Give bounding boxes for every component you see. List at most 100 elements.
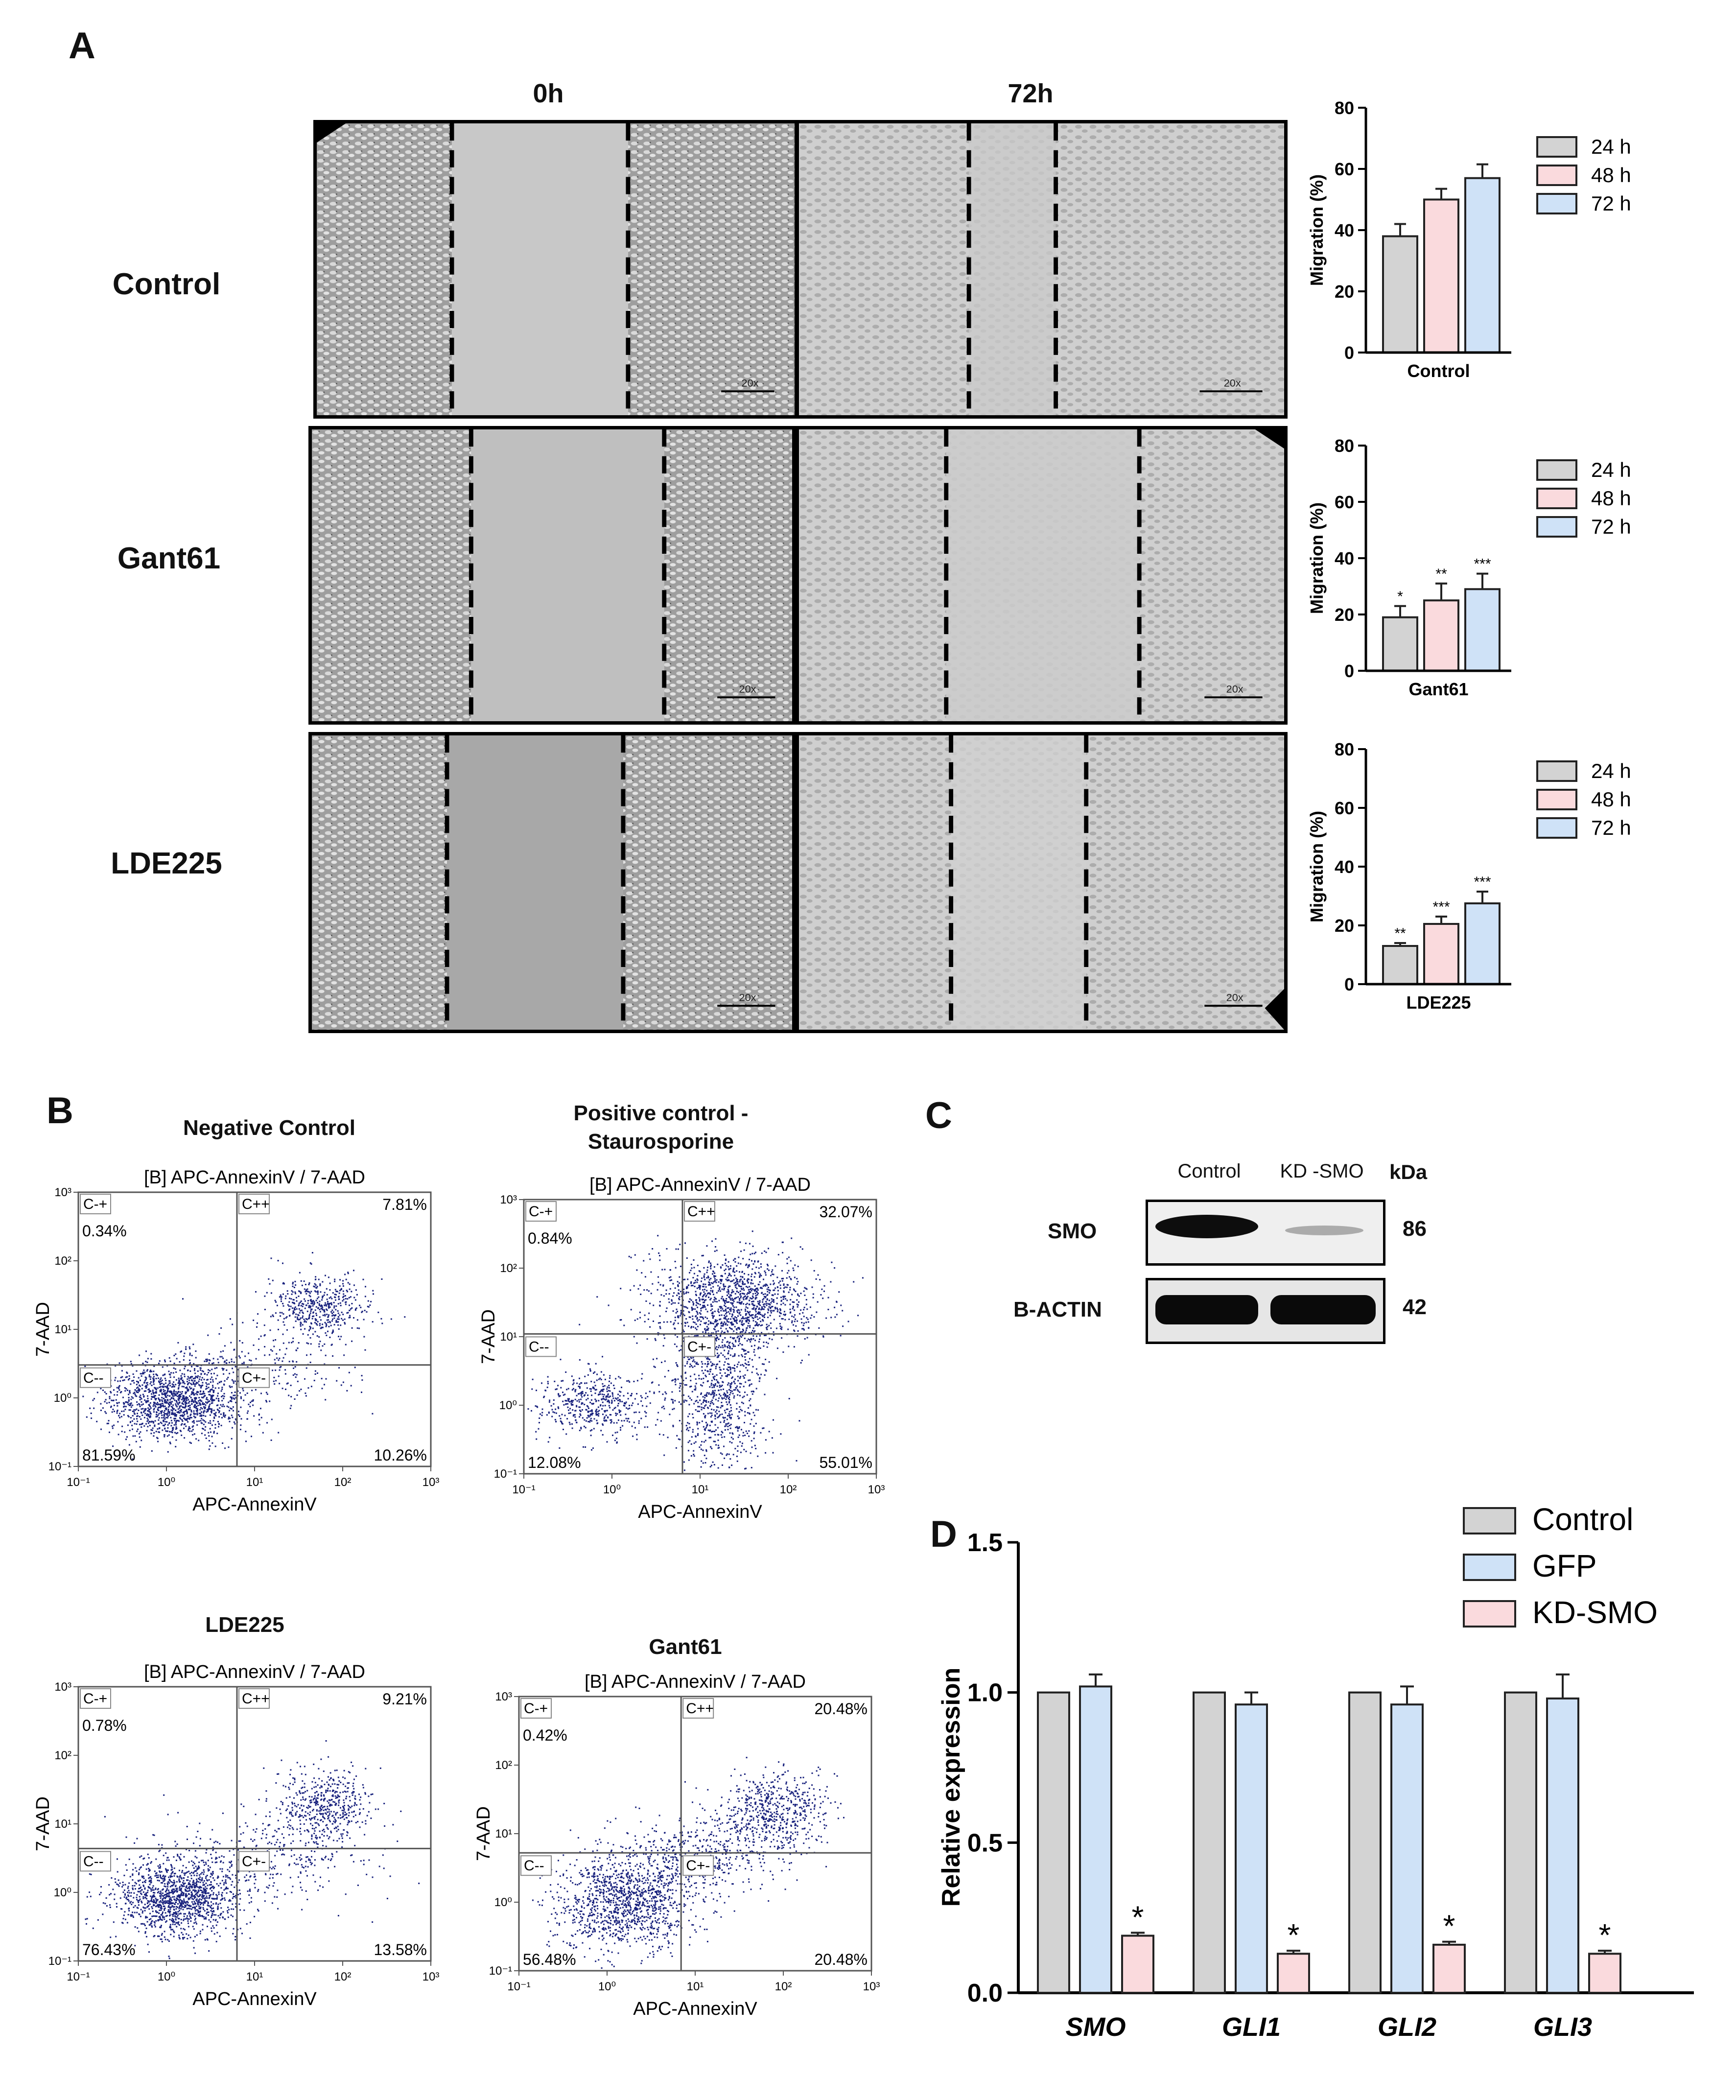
x-tick-label: 10⁰: [603, 1483, 621, 1496]
y-tick-label: 10¹: [500, 1330, 517, 1344]
x-category-label: GLI3: [1533, 2012, 1592, 2042]
quadrant-label-box: [238, 1367, 270, 1388]
significance-mark: **: [1435, 566, 1447, 582]
blot-strip-b-actin: [1146, 1278, 1385, 1344]
x-tick-label: 10¹: [687, 1980, 704, 1993]
flow-plot-negative-control: [B] APC-AnnexinV / 7-AAD C-+ C++ C-- C+- 0.34…: [33, 1167, 439, 1515]
x-axis-label: LDE225: [1406, 992, 1471, 1013]
flow-plot-frame: [518, 1696, 872, 1972]
quadrant-label-box: [80, 1367, 111, 1388]
y-tick-label: 80: [1335, 98, 1354, 118]
flow-plot-title: [B] APC-AnnexinV / 7-AAD: [585, 1672, 806, 1692]
y-tick-label: 20: [1335, 282, 1354, 302]
quadrant-label: C--: [524, 1858, 544, 1874]
flow-title-positive-control: Positive control - Staurosporine: [573, 1101, 749, 1154]
row-label-lde225: LDE225: [111, 847, 222, 880]
flow-dots: [527, 1230, 864, 1471]
y-tick-label: 1.0: [967, 1679, 1003, 1707]
bar-GLI2-Control: [1348, 1691, 1382, 1994]
bar-GLI3-GFP: [1546, 1697, 1579, 1994]
bar-GLI1-KD-SMO: [1277, 1953, 1310, 1994]
blot-strip-smo: [1146, 1200, 1385, 1266]
panel-c-letter: C: [925, 1095, 952, 1136]
legend-label: 72 h: [1591, 515, 1631, 538]
flow-title-gant61: Gant61: [649, 1635, 722, 1659]
quadrant-label: C++: [687, 1203, 715, 1220]
quadrant-percent-lower-right: 13.58%: [374, 1941, 427, 1958]
x-tick-label: 10²: [334, 1476, 352, 1489]
y-tick-label: 10⁰: [54, 1392, 71, 1405]
bar-SMO-GFP: [1079, 1685, 1112, 1994]
legend-label: 72 h: [1591, 192, 1631, 215]
y-tick-label: 80: [1335, 436, 1354, 456]
quadrant-percent-upper-left: 0.42%: [523, 1726, 567, 1744]
legend-swatch: [1536, 488, 1577, 509]
x-tick-label: 10¹: [246, 1970, 263, 1983]
flow-plot-frame: [77, 1191, 432, 1467]
quadrant-label-box: [525, 1201, 557, 1222]
legend-swatch: [1536, 516, 1577, 538]
lane-label-kd-smo: KD -SMO: [1280, 1160, 1364, 1182]
flow-dots: [532, 1757, 845, 1969]
y-tick-label: 80: [1335, 739, 1354, 759]
y-tick-label: 40: [1335, 220, 1354, 240]
x-axis-label: APC-AnnexinV: [192, 1494, 317, 1515]
quadrant-label: C+-: [686, 1858, 710, 1874]
western-blot: Control KD -SMO kDa SMO 86 B-ACTIN 42: [1013, 1160, 1444, 1346]
wound-image-lde225-72h: 20x: [796, 732, 1288, 1033]
quadrant-label-box: [682, 1855, 714, 1876]
bar-24h: [1382, 945, 1418, 985]
significance-mark: *: [1599, 1917, 1611, 1953]
legend-label: 24 h: [1591, 759, 1631, 782]
significance-mark: ***: [1474, 556, 1491, 572]
x-tick-label: 10¹: [692, 1483, 709, 1496]
y-tick-label: 10⁻¹: [489, 1964, 512, 1978]
quadrant-label: C++: [242, 1196, 270, 1212]
quadrant-percent-lower-left: 56.48%: [523, 1951, 576, 1968]
y-axis-label: 7-AAD: [473, 1806, 494, 1861]
legend-swatch: [1536, 459, 1577, 481]
significance-mark: *: [1397, 589, 1403, 605]
x-tick-label: 10¹: [246, 1476, 263, 1489]
quadrant-label: C+-: [242, 1853, 266, 1869]
quadrant-label: C+-: [242, 1370, 266, 1386]
y-tick-label: 10⁻¹: [48, 1955, 71, 1968]
y-tick-label: 0.5: [967, 1829, 1003, 1857]
legend-swatch: [1536, 817, 1577, 839]
panel-b-letter: B: [47, 1090, 73, 1132]
significance-mark: ***: [1432, 899, 1450, 915]
y-tick-label: 0: [1344, 661, 1354, 681]
y-tick-label: 10¹: [54, 1323, 71, 1336]
quadrant-label-box: [525, 1336, 557, 1357]
y-tick-label: 10⁰: [494, 1896, 512, 1909]
x-tick-label: 10²: [334, 1970, 352, 1983]
flow-plot-frame: [77, 1686, 432, 1962]
wound-image-control-72h: 20x: [796, 120, 1288, 419]
y-tick-label: 20: [1335, 916, 1354, 936]
quadrant-label-box: [520, 1698, 552, 1719]
blot-kda-42: 42: [1403, 1295, 1427, 1319]
y-tick-label: 10²: [54, 1749, 71, 1762]
significance-mark: *: [1443, 1909, 1455, 1944]
legend-label: KD-SMO: [1532, 1595, 1658, 1630]
quadrant-percent-lower-right: 55.01%: [819, 1454, 872, 1471]
quadrant-label: C+-: [687, 1339, 711, 1355]
panel-a-letter: A: [69, 25, 95, 67]
y-tick-label: 10⁻¹: [48, 1460, 71, 1473]
quadrant-percent-upper-left: 0.34%: [82, 1222, 127, 1240]
y-axis-label: Migration (%): [1307, 502, 1327, 614]
quadrant-label-box: [80, 1194, 111, 1214]
legend-swatch: [1536, 136, 1577, 158]
row-label-gant61: Gant61: [117, 542, 221, 575]
flow-plot-gant61: [B] APC-AnnexinV / 7-AAD C-+ C++ C-- C+- 0.42…: [473, 1672, 880, 2019]
bar-24h: [1382, 616, 1418, 672]
flow-dots: [82, 1252, 406, 1460]
quadrant-percent-lower-left: 12.08%: [528, 1454, 581, 1471]
quadrant-label-box: [520, 1855, 552, 1876]
x-tick-label: 10⁰: [158, 1970, 175, 1983]
quadrant-percent-lower-right: 10.26%: [374, 1446, 427, 1464]
y-tick-label: 0: [1344, 343, 1354, 363]
y-tick-label: 40: [1335, 548, 1354, 568]
y-tick-label: 60: [1335, 159, 1354, 179]
